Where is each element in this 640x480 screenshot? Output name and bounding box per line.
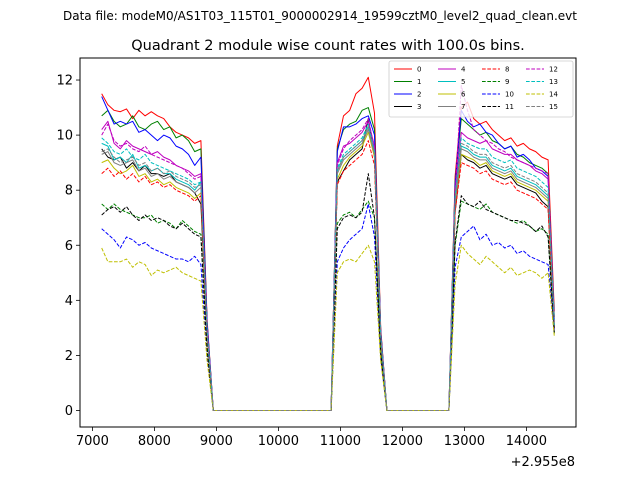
legend-label-9: 9 [505,78,509,86]
plot-area [80,58,576,427]
y-tick-label-6: 6 [65,239,73,254]
y-tick-label-12: 12 [56,74,73,89]
plot-frame [79,57,577,428]
y-tick-label-2: 2 [65,349,73,364]
legend-label-2: 2 [417,91,421,99]
legend-box [388,60,574,118]
x-tick-label-7000: 7000 [76,434,109,449]
legend-label-13: 13 [549,78,558,86]
x-tick-label-11000: 11000 [320,434,361,449]
legend-label-8: 8 [505,66,509,74]
chart-title: Quadrant 2 module wise count rates with … [131,38,525,54]
legend-label-14: 14 [549,91,558,99]
legend-label-0: 0 [417,66,421,74]
x-tick-label-8000: 8000 [138,434,171,449]
series-line-15 [101,126,555,411]
y-tick-label-4: 4 [65,294,73,309]
legend-label-3: 3 [417,103,421,111]
legend-label-6: 6 [461,91,466,99]
y-tick-label-0: 0 [65,404,73,419]
x-tick-label-10000: 10000 [258,434,299,449]
legend-label-7: 7 [461,103,465,111]
legend-label-11: 11 [505,103,514,111]
series-layer [101,76,555,411]
legend-label-1: 1 [417,78,421,86]
suptitle: Data file: modeM0/AS1T03_115T01_90000029… [63,9,577,23]
legend-label-4: 4 [461,66,466,74]
legend-label-15: 15 [549,103,558,111]
x-tick-label-9000: 9000 [200,434,233,449]
x-tick-label-12000: 12000 [382,434,423,449]
x-tick-label-13000: 13000 [444,434,485,449]
y-tick-label-8: 8 [65,184,73,199]
legend-label-10: 10 [505,91,514,99]
legend-label-5: 5 [461,78,465,86]
series-line-14 [101,244,555,411]
x-offset-label: +2.955e8 [511,455,575,470]
axes-layer: 7000 8000 9000 10000 11000 12000 13000 14000 0 2 4… [56,74,547,449]
legend-label-12: 12 [549,66,558,74]
x-tick-label-14000: 14000 [506,434,547,449]
y-tick-label-10: 10 [56,129,73,144]
